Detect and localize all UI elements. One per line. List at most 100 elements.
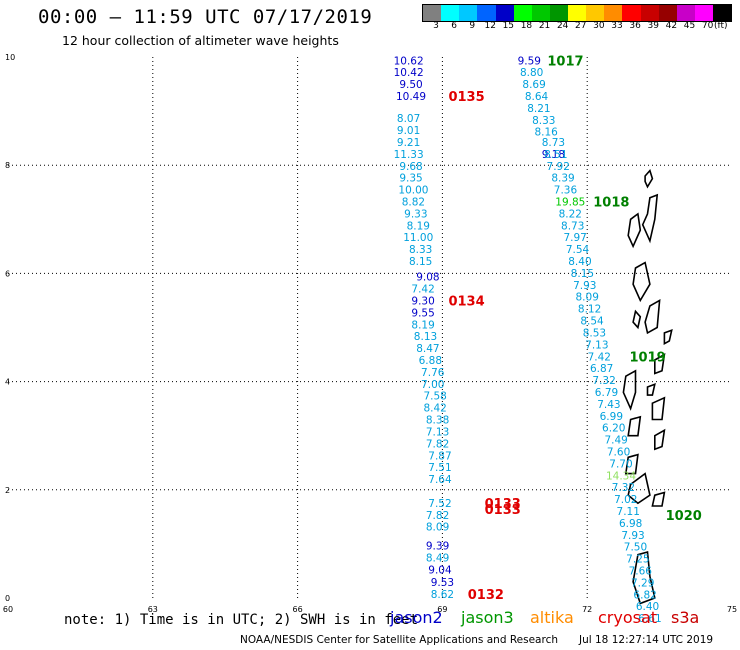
wave-height-value: 19.85 — [555, 197, 585, 209]
color-swatch — [658, 5, 677, 21]
island-outline — [663, 328, 673, 346]
y-tick-label: 8 — [5, 161, 10, 170]
wave-height-value: 8.16 — [534, 127, 558, 139]
wave-height-value: 8.15 — [571, 268, 594, 280]
wave-height-value: 7.60 — [607, 446, 630, 458]
wave-height-value: 9.30 — [411, 296, 434, 308]
color-scale-label: 24 — [556, 21, 569, 31]
wave-height-value: 9.53 — [431, 577, 454, 589]
color-scale-label: 3 — [433, 21, 439, 31]
wave-height-value: 8.19 — [407, 220, 430, 232]
pass-label: 0133 — [485, 503, 521, 518]
wave-height-value: 8.39 — [551, 173, 574, 185]
wave-height-value: 7.49 — [604, 435, 627, 447]
wave-height-value: 7.11 — [617, 506, 640, 518]
wave-height-value: 7.54 — [566, 244, 590, 256]
island-outline — [632, 550, 656, 605]
wave-height-value: 7.00 — [421, 379, 444, 391]
color-scale-label: 30 — [593, 21, 605, 31]
pass-label: 1018 — [593, 196, 629, 211]
island-outline — [651, 491, 666, 507]
generated-timestamp: Jul 18 12:27:14 UTC 2019 — [579, 634, 714, 646]
island-outline — [622, 369, 637, 411]
maldives-islands-outline — [622, 169, 673, 605]
island-outline — [624, 453, 639, 475]
color-scale-label: (ft) — [714, 21, 728, 31]
wave-height-value: 11.33 — [394, 149, 424, 161]
wave-height-value: 7.93 — [621, 530, 644, 542]
island-outline — [651, 396, 666, 421]
wave-height-value: 11.00 — [403, 232, 433, 244]
wave-height-value: 7.58 — [423, 391, 446, 403]
satellite-legend-item: jason2 — [390, 608, 443, 627]
wave-height-value: 8.49 — [426, 553, 449, 565]
wave-height-value: 8.13 — [414, 331, 437, 343]
wave-height-value: 7.82 — [426, 510, 449, 522]
wave-height-value: 7.13 — [585, 339, 608, 351]
credit-text: NOAA/NESDIS Center for Satellite Applica… — [240, 634, 558, 646]
wave-height-value: 10.42 — [394, 67, 424, 79]
wave-height-value: 9.21 — [397, 137, 420, 149]
island-outline — [627, 415, 642, 437]
wave-height-value: 9.55 — [411, 307, 434, 319]
wave-height-value: 8.42 — [423, 403, 446, 415]
island-outline — [644, 298, 661, 335]
grid-lines — [8, 57, 732, 598]
wave-height-value: 6.88 — [419, 355, 442, 367]
wave-height-value: 9.01 — [397, 125, 420, 137]
satellite-legend-item: altika — [530, 608, 574, 627]
wave-height-value: 7.25 — [626, 554, 649, 566]
island-outline — [632, 309, 642, 330]
color-scale-label: 39 — [647, 21, 659, 31]
wave-height-value: 6.20 — [602, 423, 625, 435]
wave-height-value: 7.66 — [629, 565, 653, 577]
wave-height-value: 8.15 — [409, 256, 432, 268]
pass-label: 0132 — [468, 588, 504, 603]
wave-height-value: 8.62 — [431, 589, 454, 601]
x-tick-label: 66 — [293, 605, 303, 614]
island-outline — [644, 169, 654, 189]
pass-label: 1020 — [666, 509, 702, 524]
wave-height-value: 10.49 — [396, 91, 426, 103]
x-tick-label: 72 — [582, 605, 592, 614]
wave-height-value: 7.87 — [428, 450, 451, 462]
wave-height-value: 7.76 — [421, 367, 445, 379]
wave-height-value: 6.40 — [636, 601, 659, 613]
wave-height-value: 7.42 — [411, 284, 434, 296]
wave-height-value: 8.12 — [578, 304, 601, 316]
wave-height-value: 8.47 — [416, 343, 439, 355]
color-scale-labels: 3 6 9 12 15 18 21 24 27 30 33 36 39 42 45 70 (ft) — [422, 21, 732, 33]
color-swatch — [604, 5, 623, 21]
color-scale-label: 12 — [484, 21, 496, 31]
color-scale-label: 45 — [683, 21, 696, 31]
wave-height-value: 8.73 — [561, 220, 584, 232]
wave-height-value: 7.32 — [592, 375, 615, 387]
island-outline — [654, 428, 666, 451]
x-tick-label: 60 — [3, 605, 13, 614]
wave-height-value: 7.42 — [588, 351, 611, 363]
island-outline — [654, 352, 666, 375]
y-tick-label: 10 — [5, 53, 15, 62]
wave-height-value: 7.64 — [428, 474, 452, 486]
wave-height-value: 8.73 — [542, 137, 565, 149]
pass-label: 0135 — [448, 90, 484, 105]
wave-height-value: 6.79 — [595, 387, 618, 399]
wave-height-value: 8.64 — [525, 91, 549, 103]
color-swatch — [477, 5, 496, 21]
color-scale-bar — [422, 4, 732, 22]
wave-height-value: 8.19 — [411, 319, 434, 331]
color-scale-label: 70 — [701, 21, 714, 31]
island-outline — [646, 383, 656, 396]
color-swatch — [423, 5, 442, 21]
wave-height-value: 10.62 — [394, 55, 424, 67]
chart-title: 00:00 – 11:59 UTC 07/17/2019 — [38, 6, 373, 28]
color-swatch — [694, 5, 713, 21]
wave-height-value: 6.99 — [600, 411, 623, 423]
wave-height-value: 8.09 — [426, 522, 449, 534]
wave-height-value: 8.80 — [520, 67, 543, 79]
wave-height-value: 9.50 — [399, 79, 422, 91]
wave-height-value: 8.82 — [402, 197, 425, 209]
y-tick-label: 6 — [5, 269, 10, 278]
wave-height-value: 8.54 — [580, 316, 604, 328]
